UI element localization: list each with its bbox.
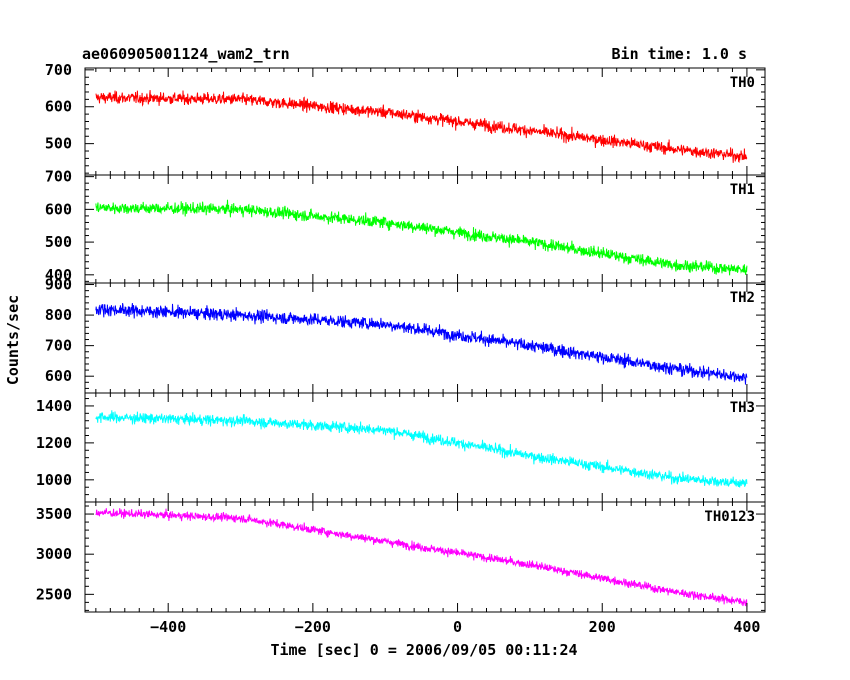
panel-th0: 500 600 700 TH0 — [45, 61, 766, 176]
y-tick-label: 500 — [45, 233, 72, 251]
chart-title: ae060905001124_wam2_trn — [82, 45, 290, 63]
x-tick-label: −200 — [295, 618, 331, 636]
y-tick-label: 600 — [45, 98, 72, 116]
panel-frame — [84, 392, 766, 503]
panel-th0123: 2500 3000 3500 TH0123 — [36, 501, 766, 613]
panel-label: TH0 — [730, 75, 755, 91]
x-tick-label: 0 — [453, 618, 462, 636]
panel-frame — [84, 282, 766, 394]
panel-label: TH2 — [730, 290, 755, 306]
panel-frame — [84, 67, 766, 176]
series-line-th1 — [95, 199, 748, 276]
x-axis: −400 −200 0 200 400 — [150, 618, 760, 636]
y-tick-label: 800 — [45, 306, 72, 324]
panel-label: TH3 — [730, 400, 755, 416]
series-line-th0123 — [95, 508, 748, 607]
y-tick-label: 700 — [45, 337, 72, 355]
y-tick-label: 500 — [45, 135, 72, 153]
y-tick-label: 1000 — [36, 471, 72, 489]
x-axis-title: Time [sec] 0 = 2006/09/05 00:11:24 — [270, 641, 577, 659]
y-tick-label: 700 — [45, 61, 72, 79]
y-tick-label: 3500 — [36, 505, 72, 523]
y-tick-label: 3000 — [36, 545, 72, 563]
panel-label: TH0123 — [704, 509, 755, 525]
series-line-th3 — [95, 410, 748, 488]
y-tick-label: 1400 — [36, 397, 72, 415]
y-axis-title: Counts/sec — [4, 295, 22, 385]
y-tick-label: 2500 — [36, 585, 72, 603]
y-tick-label: 600 — [45, 367, 72, 385]
y-tick-label: 400 — [45, 266, 72, 284]
panels: 500 600 700 TH0 400 500 600 700 TH1 600 700 800 900 T… — [36, 61, 766, 613]
bin-time-label: Bin time: 1.0 s — [612, 45, 747, 63]
x-tick-label: −400 — [150, 618, 186, 636]
y-tick-label: 900 — [45, 276, 72, 294]
panel-frame — [84, 501, 766, 613]
panel-label: TH1 — [730, 182, 755, 198]
panel-th3: 1000 1200 1400 TH3 — [36, 392, 766, 503]
panel-th2: 600 700 800 900 TH2 — [45, 276, 766, 394]
y-tick-label: 1200 — [36, 434, 72, 452]
panel-th1: 400 500 600 700 TH1 — [45, 168, 766, 284]
series-line-th2 — [95, 303, 748, 385]
y-tick-label: 700 — [45, 168, 72, 186]
y-tick-label: 600 — [45, 200, 72, 218]
series-line-th0 — [95, 90, 748, 163]
x-tick-label: 400 — [733, 618, 760, 636]
x-tick-label: 200 — [589, 618, 616, 636]
